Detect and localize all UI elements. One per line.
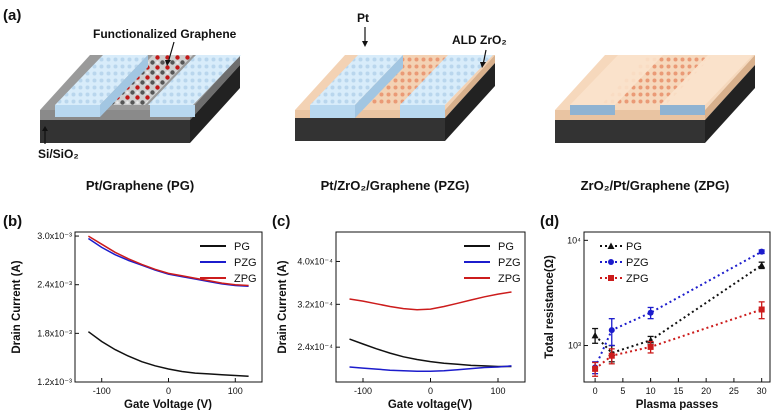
plot-c-legend-label-pg: PG: [498, 241, 514, 253]
plot-d-point-zpg: [647, 343, 654, 350]
plot-c-ylabel: Drain Current (A): [277, 260, 289, 353]
plot-d-legend-label-pzg: PZG: [626, 257, 649, 269]
graphene-under-zro2-zpg: [600, 56, 712, 106]
plot-b-legend-label-zpg: ZPG: [234, 273, 257, 285]
plot-d-legend-label-zpg: ZPG: [626, 273, 649, 285]
caption-pg: Pt/Graphene (PG): [86, 178, 194, 193]
functionalized-graphene-label: Functionalized Graphene: [93, 27, 237, 41]
plot-b-xtick-label: 0: [166, 386, 171, 396]
panel-a-label: (a): [3, 7, 21, 24]
graphene-arrow: [167, 41, 175, 64]
plot-b-frame: [74, 231, 263, 383]
plot-c: -100 0 100 2.4x10⁻⁴ 3.2x10⁻⁴ 4.0x10⁻⁴ PG PZG ZPG: [297, 231, 526, 396]
plot-d-point-pzg: [608, 327, 615, 334]
pt-arrow-head: [362, 41, 368, 47]
plot-c-xtick-label: 100: [490, 386, 505, 396]
plot-d-ytick-label: 10³: [568, 341, 581, 351]
plot-b-series-pzg: [87, 237, 249, 288]
plot-b-xtick-label: 100: [228, 386, 243, 396]
plot-d-xtick-label: 0: [593, 386, 598, 396]
plot-d-legend-label-pg: PG: [626, 241, 642, 253]
plot-b-xlabel: Gate Voltage (V): [124, 399, 212, 410]
plot-b-ytick-label: 1.8x10⁻³: [37, 328, 72, 338]
device-pg-schematic: [40, 55, 241, 143]
plot-b-ytick-label: 1.2x10⁻³: [37, 377, 72, 387]
plot-c-xlabel: Gate voltage(V): [388, 399, 473, 410]
pt-label: Pt: [357, 11, 369, 25]
plot-b-ylabel: Drain Current (A): [11, 260, 23, 353]
plot-d-series-pzg-line: [594, 250, 763, 368]
graphene-arrow-head: [165, 60, 171, 66]
plot-c-series-zpg: [349, 291, 512, 311]
plot-c-ytick-label: 4.0x10⁻⁴: [297, 256, 333, 266]
plot-d-point-pg: [591, 331, 599, 339]
plot-d-point-zpg: [592, 365, 599, 372]
plot-d-xtick-label: 30: [757, 386, 767, 396]
plot-d: 0 5 10 15 20 25 30 10³ 10⁴ PG PZG ZPG: [567, 231, 771, 396]
plot-c-frame: [335, 231, 526, 383]
plot-c-series-pzg: [349, 365, 512, 373]
device-pzg-schematic: [295, 55, 495, 141]
plot-d-point-zpg: [758, 306, 765, 313]
plot-d-xtick-label: 15: [673, 386, 683, 396]
plot-c-xtick-label: 0: [428, 386, 433, 396]
graphene-channel: [105, 55, 193, 105]
plot-d-point-zpg: [608, 352, 615, 359]
plot-b-series-pg: [87, 331, 249, 378]
plot-c-xtick-label: -100: [354, 386, 372, 396]
plot-d-ytick-label: 10⁴: [567, 235, 581, 245]
device-zpg-schematic: [555, 55, 755, 143]
plot-b: -100 0 100 1.2x10⁻³ 1.8x10⁻³ 2.4x10⁻³ 3.0x10⁻³…: [37, 231, 263, 396]
panel-d-label: (d): [540, 213, 559, 230]
plot-b-ytick-label: 2.4x10⁻³: [37, 280, 72, 290]
plot-d-xtick-label: 10: [646, 386, 656, 396]
plot-c-ytick-label: 2.4x10⁻⁴: [297, 342, 333, 352]
plot-c-series-pg: [349, 338, 512, 368]
plot-b-xtick-label: -100: [93, 386, 111, 396]
panel-b-label: (b): [3, 213, 22, 230]
plot-c-legend-label-zpg: ZPG: [498, 273, 521, 285]
plot-c-ytick-label: 3.2x10⁻⁴: [297, 299, 333, 309]
plot-d-xlabel: Plasma passes: [636, 399, 718, 410]
panel-c-label: (c): [272, 213, 290, 230]
plot-d-frame: [583, 231, 771, 383]
plot-b-legend-label-pzg: PZG: [234, 257, 257, 269]
plot-d-legend-marker-pg: [607, 242, 615, 249]
plot-b-series-zpg: [88, 235, 249, 287]
caption-zpg: ZrO₂/Pt/Graphene (ZPG): [581, 178, 730, 193]
plot-b-ytick-label: 3.0x10⁻³: [37, 231, 72, 241]
substrate-arrow-head: [42, 126, 48, 131]
substrate-label: Si/SiO₂: [38, 147, 79, 161]
plot-d-ylabel: Total resistance(Ω): [544, 255, 556, 359]
plot-d-point-pzg: [758, 248, 765, 255]
plot-d-point-pzg: [647, 309, 654, 316]
ald-zro2-label: ALD ZrO₂: [452, 33, 507, 47]
zro2-arrow-head: [480, 62, 486, 68]
plot-d-xtick-label: 5: [620, 386, 625, 396]
plot-b-legend-label-pg: PG: [234, 241, 250, 253]
plot-d-xtick-label: 25: [729, 386, 739, 396]
plot-d-xtick-label: 20: [701, 386, 711, 396]
caption-pzg: Pt/ZrO₂/Graphene (PZG): [321, 178, 470, 193]
plot-d-series-zpg-line: [594, 308, 763, 370]
plot-d-point-pg: [758, 261, 766, 269]
plot-c-legend-label-pzg: PZG: [498, 257, 521, 269]
plot-d-legend-marker-zpg: [608, 275, 614, 281]
plot-d-legend-marker-pzg: [608, 259, 614, 265]
